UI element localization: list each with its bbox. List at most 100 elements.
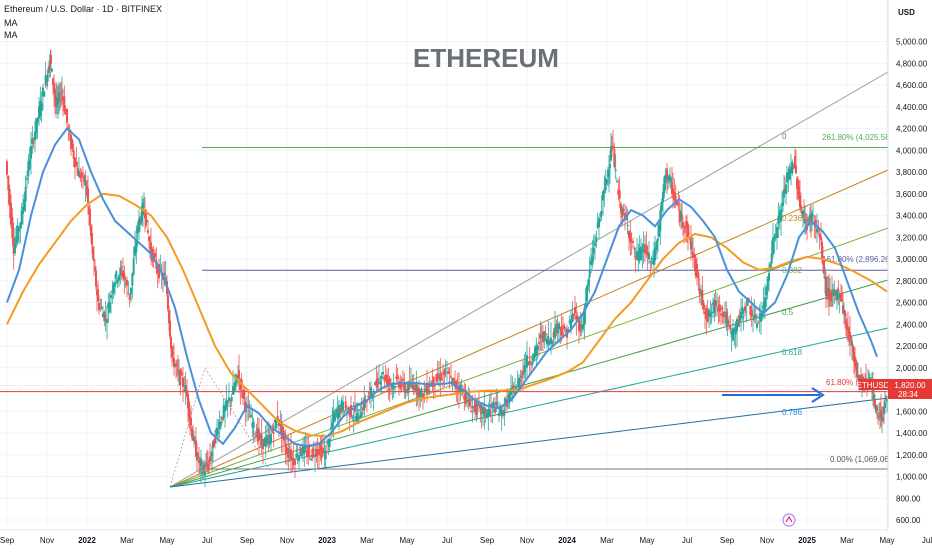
candle-body <box>543 331 546 341</box>
candle-body <box>498 413 500 417</box>
candle-body <box>813 221 816 223</box>
candle-body <box>250 414 252 418</box>
candle-body <box>46 74 49 82</box>
candle-body <box>176 364 178 366</box>
price-axis[interactable]: 600.00 800.00 1,000.00 1,200.00 1,400.00 1,60… <box>896 38 928 526</box>
candle-body <box>842 305 844 314</box>
candle-body <box>208 461 210 463</box>
candle-body <box>16 225 19 242</box>
symbol-header[interactable]: Ethereum / U.S. Dollar · 1D · BITFINEX <box>4 4 163 14</box>
candle-body <box>420 389 423 392</box>
candle-body <box>822 257 824 265</box>
candle-body <box>75 161 78 166</box>
candle-body <box>336 409 339 419</box>
candle-body <box>856 362 858 378</box>
candle-body <box>44 75 47 86</box>
candle-body <box>284 443 287 453</box>
candle-body <box>738 315 741 323</box>
candle-body <box>195 440 197 457</box>
candle-body <box>61 91 63 94</box>
candle-body <box>174 365 176 367</box>
candle-body <box>841 299 843 302</box>
price-tick-label: 2,000.00 <box>896 364 928 373</box>
candle-body <box>670 179 672 182</box>
candle-body <box>54 90 56 100</box>
candle-body <box>78 170 80 177</box>
candle-body <box>729 325 732 329</box>
candle-body <box>468 398 471 407</box>
candle-body <box>778 211 781 222</box>
candle-body <box>79 173 82 179</box>
candle-body <box>112 284 115 294</box>
candle-body <box>768 272 770 281</box>
candle-body <box>817 230 820 232</box>
candle-body <box>170 337 172 349</box>
candle-body <box>415 382 418 391</box>
candle-body <box>595 236 598 242</box>
candle-body <box>344 401 347 409</box>
candle-body <box>423 388 426 391</box>
candle-body <box>646 252 649 256</box>
candle-body <box>733 329 736 332</box>
candle-body <box>123 272 126 280</box>
candle-body <box>710 311 713 314</box>
candle-body <box>169 320 171 337</box>
candle-body <box>648 253 650 260</box>
candle-body <box>814 219 817 228</box>
candle-body <box>705 308 708 320</box>
currency-label[interactable]: USD <box>898 8 915 17</box>
candle-body <box>74 157 76 168</box>
candle-body <box>786 172 788 183</box>
candle-body <box>158 264 160 279</box>
fib-horizontal-label: 161.80% (2,896.26) <box>822 255 893 264</box>
candle-body <box>438 376 440 379</box>
tradingview-logo-icon[interactable] <box>782 513 796 527</box>
candle-body <box>612 145 614 149</box>
candle-body <box>609 163 611 169</box>
candle-body <box>736 319 738 332</box>
candle-body <box>27 161 30 177</box>
candle-body <box>555 323 558 330</box>
candle-body <box>378 378 380 380</box>
candle-body <box>307 447 310 457</box>
candle-body <box>800 205 802 210</box>
candle-body <box>131 272 134 287</box>
candle-body <box>230 396 233 402</box>
candle-body <box>840 293 842 302</box>
candle-body <box>836 290 838 301</box>
fib-fan-label: 0.786 <box>782 408 803 417</box>
candle-body <box>115 271 118 279</box>
indicator-ma-2[interactable]: MA <box>4 30 18 40</box>
candle-body <box>590 260 592 265</box>
fib-horizontal-lines: 261.80% (4,025.56) 161.80% (2,896.26) 61.8… <box>0 133 893 470</box>
candle-body <box>204 471 206 476</box>
candle-body <box>697 272 700 279</box>
countdown: 28:34 <box>898 390 919 399</box>
candle-body <box>518 377 520 388</box>
candle-body <box>448 381 451 383</box>
time-tick-label: Mar <box>120 536 134 545</box>
candle-body <box>600 210 603 214</box>
candle-body <box>304 447 307 449</box>
indicator-ma-1[interactable]: MA <box>4 18 18 28</box>
candle-body <box>500 409 503 417</box>
time-axis[interactable]: Sep Nov 2022 Mar May Jul Sep Nov 2023 Mar May Jul Se… <box>0 536 932 545</box>
candle-body <box>418 388 420 398</box>
candle-body <box>187 393 189 409</box>
candle-body <box>576 315 579 319</box>
candle-body <box>422 393 424 399</box>
candle-body <box>300 453 303 457</box>
candle-body <box>620 203 622 214</box>
candle-body <box>263 438 266 447</box>
candle-body <box>260 434 263 445</box>
candle-body <box>319 444 322 450</box>
candle-body <box>50 54 52 65</box>
candle-body <box>362 407 364 411</box>
candle-body <box>644 250 646 254</box>
candle-body <box>662 191 664 203</box>
candle-body <box>637 251 640 262</box>
fib-fan-label: 0.236 <box>782 214 803 223</box>
candle-body <box>762 302 765 309</box>
